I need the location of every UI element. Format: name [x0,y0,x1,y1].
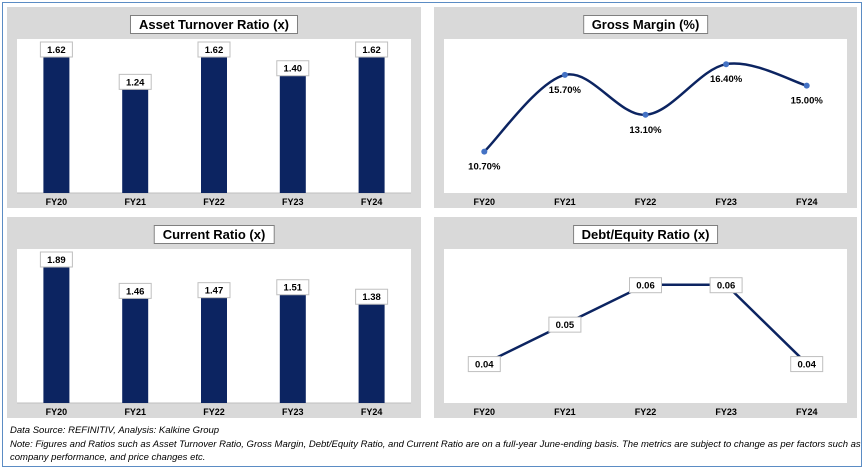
asset-turnover-title: Asset Turnover Ratio (x) [129,15,299,34]
current-ratio-bar-fy23 [279,292,306,403]
debt-equity-label-fy23-box [709,277,743,294]
current-ratio-bar-fy21 [122,296,149,403]
asset-turnover-bar-fy21 [122,87,149,193]
methodology-note-line2: company performance, and price changes e… [10,452,206,463]
gross-margin-chart: FY20 FY21 FY22 FY23 FY24 10.70% 15.70% 13.10% 16… [468,61,824,207]
current-ratio-xtick-fy23: FY23 [282,407,304,417]
gross-margin-point-fy23 [723,61,730,68]
asset-turnover-label-fy24: 1.62 [362,45,381,56]
debt-equity-xtick-fy23: FY23 [715,407,737,417]
current-ratio-label-fy21-box [118,282,152,299]
asset-turnover-label-fy20-box [39,41,73,58]
current-ratio-panel: Current Ratio (x) FY20 FY21 FY22 FY23 FY24 1.… [7,217,421,418]
debt-equity-label-fy24-box [790,356,824,373]
debt-equity-label-fy23: 0.06 [717,281,736,292]
gross-margin-point-fy20 [481,148,488,155]
gross-margin-panel: Gross Margin (%) FY20 FY21 FY22 FY23 FY24 10.… [434,7,857,208]
current-ratio-label-fy24-box [355,288,389,305]
current-ratio-label-fy24: 1.38 [362,292,381,303]
current-ratio-chart: FY20 FY21 FY22 FY23 FY24 1.89 1.46 1.47 1.51 1.38 [17,251,411,417]
data-source-note: Data Source: REFINITIV, Analysis: Kalkin… [10,425,220,436]
gross-margin-title: Gross Margin (%) [582,15,709,34]
methodology-note-line1: Note: Figures and Ratios such as Asset T… [10,439,861,450]
gross-margin-xtick-fy23: FY23 [715,197,737,207]
gross-margin-point-fy24 [803,82,810,89]
asset-turnover-panel: Asset Turnover Ratio (x) FY20 FY21 FY22 FY2… [7,7,421,208]
asset-turnover-xtick-fy24: FY24 [361,197,383,207]
debt-equity-chart: FY20 FY21 FY22 FY23 FY24 0.04 0.05 0.06 0.06 0.04 [467,277,824,417]
debt-equity-label-fy20-box [467,356,501,373]
debt-equity-label-fy22: 0.06 [636,281,655,292]
current-ratio-label-fy22: 1.47 [205,286,224,297]
asset-turnover-xtick-fy21: FY21 [124,197,146,207]
current-ratio-label-fy23-box [276,279,310,296]
gross-margin-xtick-fy24: FY24 [796,197,818,207]
asset-turnover-label-fy23-box [276,60,310,77]
current-ratio-bar-fy24 [358,302,385,403]
current-ratio-label-fy23: 1.51 [284,283,303,294]
gross-margin-label-fy24: 15.00% [791,96,824,107]
gross-margin-xtick-fy22: FY22 [635,197,657,207]
current-ratio-xtick-fy22: FY22 [203,407,225,417]
current-ratio-title: Current Ratio (x) [153,225,275,244]
debt-equity-xtick-fy20: FY20 [474,407,496,417]
current-ratio-label-fy21: 1.46 [126,286,145,297]
asset-turnover-chart: FY20 FY21 FY22 FY23 FY24 1.62 1.24 1.62 1.40 1.62 [17,41,411,207]
debt-equity-xtick-fy21: FY21 [554,407,576,417]
gross-margin-point-fy21 [561,71,568,78]
gross-margin-label-fy23: 16.40% [710,74,743,85]
gross-margin-point-fy22 [642,111,649,118]
asset-turnover-bar-fy23 [279,73,306,193]
current-ratio-xtick-fy24: FY24 [361,407,383,417]
asset-turnover-label-fy21-box [118,73,152,90]
asset-turnover-label-fy23: 1.40 [284,64,303,75]
debt-equity-label-fy20: 0.04 [475,360,494,371]
asset-turnover-xtick-fy23: FY23 [282,197,304,207]
asset-turnover-label-fy22: 1.62 [205,45,224,56]
gross-margin-label-fy22: 13.10% [629,125,662,136]
current-ratio-label-fy22-box [197,282,231,299]
debt-equity-panel: Debt/Equity Ratio (x) FY20 FY21 FY22 FY23 FY… [434,217,857,418]
current-ratio-label-fy20: 1.89 [47,255,66,266]
gross-margin-xtick-fy21: FY21 [554,197,576,207]
asset-turnover-bar-fy24 [358,55,385,193]
debt-equity-series-line [483,283,808,365]
debt-equity-xtick-fy24: FY24 [796,407,818,417]
current-ratio-xtick-fy21: FY21 [124,407,146,417]
debt-equity-label-fy22-box [629,277,662,294]
current-ratio-bar-fy22 [201,295,227,403]
debt-equity-label-fy21: 0.05 [556,320,575,331]
asset-turnover-label-fy21: 1.24 [126,77,145,88]
gross-margin-label-fy21: 15.70% [549,85,582,96]
asset-turnover-xtick-fy20: FY20 [46,197,68,207]
asset-turnover-bar-fy22 [201,55,227,193]
asset-turnover-label-fy24-box [355,41,389,58]
gross-margin-label-fy20: 10.70% [468,162,501,173]
asset-turnover-label-fy20: 1.62 [47,45,66,56]
current-ratio-bar-fy20 [43,265,70,403]
asset-turnover-label-fy22-box [197,41,231,58]
debt-equity-title: Debt/Equity Ratio (x) [572,225,719,244]
gross-margin-series-line [483,62,808,153]
debt-equity-label-fy21-box [548,316,582,333]
gross-margin-xtick-fy20: FY20 [474,197,496,207]
debt-equity-plot-area [444,249,847,403]
asset-turnover-xtick-fy22: FY22 [203,197,225,207]
current-ratio-label-fy20-box [39,251,73,268]
asset-turnover-bar-fy20 [43,55,70,193]
debt-equity-xtick-fy22: FY22 [635,407,657,417]
debt-equity-label-fy24: 0.04 [797,360,816,371]
current-ratio-xtick-fy20: FY20 [46,407,68,417]
